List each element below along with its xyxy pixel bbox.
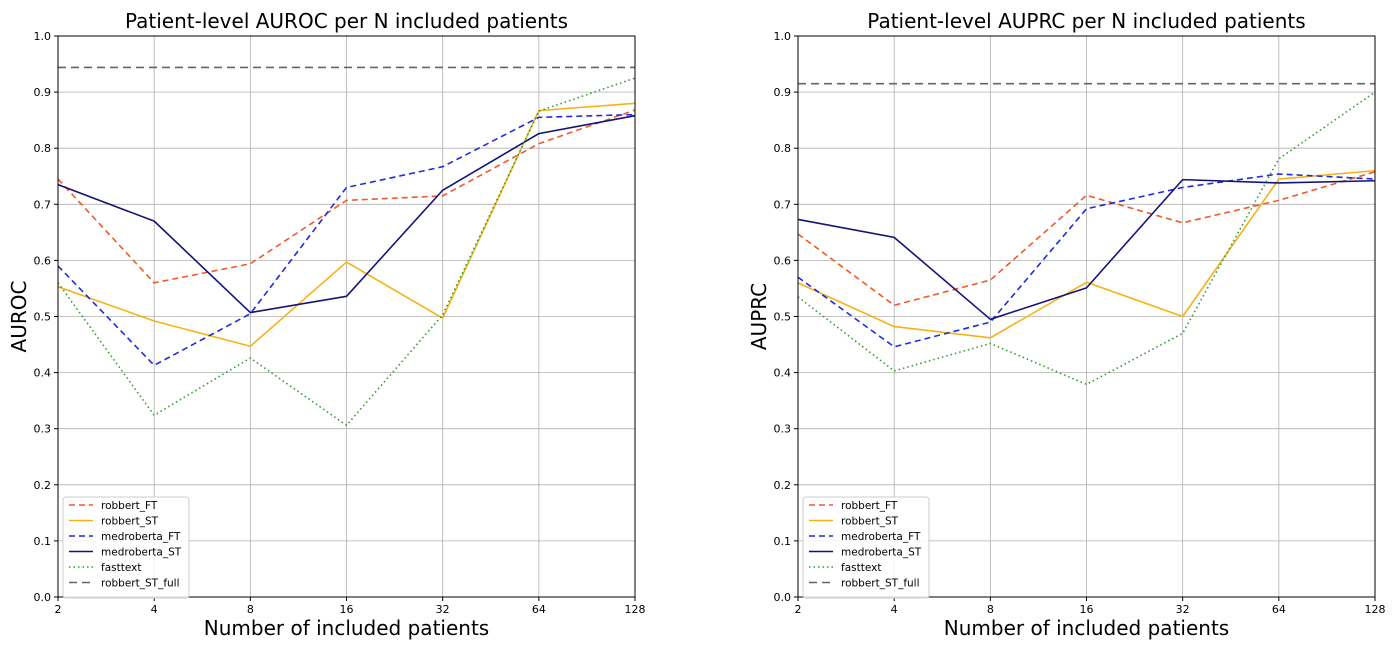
legend-box <box>62 496 190 599</box>
y-tick-label: 0.1 <box>774 535 792 548</box>
auprc-chart: 2 4 8 16 32 64 128 0.0 0.1 0.2 0.3 0.4 0.5 0.6 0.7 0.8 0… <box>747 9 1386 640</box>
series-line-medroberta_FT <box>797 173 1376 348</box>
series-line-medroberta_ST <box>797 178 1376 321</box>
y-tick-label: 0.3 <box>774 423 792 436</box>
series-group <box>797 82 1376 386</box>
x-tick-label: 4 <box>151 603 158 616</box>
legend-label-robbert_ST: robbert_ST <box>101 516 159 528</box>
y-tick-label: 0.8 <box>774 142 792 155</box>
y-tick-label: 0.5 <box>774 311 792 324</box>
y-tick-label: 0.4 <box>34 367 52 380</box>
x-tick-label: 128 <box>625 603 646 616</box>
y-tick-label: 0.0 <box>34 591 52 604</box>
legend-label-robbert_FT: robbert_FT <box>841 500 898 512</box>
chart-title: Patient-level AUROC per N included patie… <box>125 9 568 33</box>
legend-label-medroberta_FT: medroberta_FT <box>841 531 921 543</box>
x-tick-label: 2 <box>55 603 62 616</box>
series-line-robbert_ST <box>57 102 636 348</box>
y-axis-label: AUROC <box>7 281 31 353</box>
series-line-medroberta_ST <box>57 114 636 314</box>
series-line-robbert_ST <box>797 169 1376 339</box>
chart-title: Patient-level AUPRC per N included patie… <box>867 9 1305 33</box>
legend: robbert_FT robbert_ST medroberta_FTmedrobe… <box>802 496 930 599</box>
x-tick-label: 4 <box>891 603 898 616</box>
y-tick-label: 0.9 <box>774 86 792 99</box>
x-tick-label: 8 <box>987 603 994 616</box>
y-tick-label: 0.3 <box>34 423 52 436</box>
y-tick-label: 0.0 <box>774 591 792 604</box>
series-group <box>57 66 636 427</box>
y-tick-label: 0.4 <box>774 367 792 380</box>
x-tick-label: 64 <box>532 603 546 616</box>
legend-label-robbert_ST: robbert_ST <box>841 516 899 528</box>
y-tick-label: 1.0 <box>34 30 52 43</box>
y-tick-label: 0.6 <box>774 254 792 267</box>
x-tick-label: 128 <box>1365 603 1386 616</box>
legend-label-fasttext: fasttext <box>101 562 141 574</box>
legend-label-robbert_FT: robbert_FT <box>101 500 158 512</box>
x-tick-label: 16 <box>1080 603 1094 616</box>
legend-label-medroberta_ST: medroberta_ST <box>101 547 182 559</box>
y-tick-label: 0.6 <box>34 254 52 267</box>
series-line-medroberta_FT <box>57 113 636 367</box>
series-line-fasttext <box>57 77 636 427</box>
y-tick-label: 0.9 <box>34 86 52 99</box>
legend-label-medroberta_ST: medroberta_ST <box>841 547 922 559</box>
x-axis-label: Number of included patients <box>204 616 489 640</box>
legend-label-medroberta_FT: medroberta_FT <box>101 531 181 543</box>
y-tick-label: 0.2 <box>34 479 52 492</box>
y-tick-label: 0.7 <box>774 198 792 211</box>
legend-label-robbert_ST_full: robbert_ST_full <box>841 578 920 590</box>
x-tick-label: 64 <box>1272 603 1286 616</box>
legend-label-robbert_ST_full: robbert_ST_full <box>101 578 180 590</box>
y-tick-label: 0.2 <box>774 479 792 492</box>
x-axis-label: Number of included patients <box>944 616 1229 640</box>
x-tick-label: 2 <box>795 603 802 616</box>
x-tick-label: 16 <box>340 603 354 616</box>
x-tick-label: 32 <box>1176 603 1190 616</box>
series-line-robbert_FT <box>57 109 636 284</box>
legend-box <box>802 496 930 599</box>
y-axis-label: AUPRC <box>747 283 771 350</box>
legend: robbert_FT robbert_ST medroberta_FTmedrobe… <box>62 496 190 599</box>
x-tick-label: 8 <box>247 603 254 616</box>
auroc-chart: 2 4 8 16 32 64 128 0.0 0.1 0.2 0.3 0.4 0.5 0.6 0.7 0.8 0… <box>7 9 646 640</box>
y-tick-label: 1.0 <box>774 30 792 43</box>
legend-label-fasttext: fasttext <box>841 562 881 574</box>
y-tick-label: 0.7 <box>34 198 52 211</box>
x-tick-label: 32 <box>436 603 450 616</box>
y-tick-label: 0.5 <box>34 311 52 324</box>
y-tick-label: 0.8 <box>34 142 52 155</box>
y-tick-label: 0.1 <box>34 535 52 548</box>
